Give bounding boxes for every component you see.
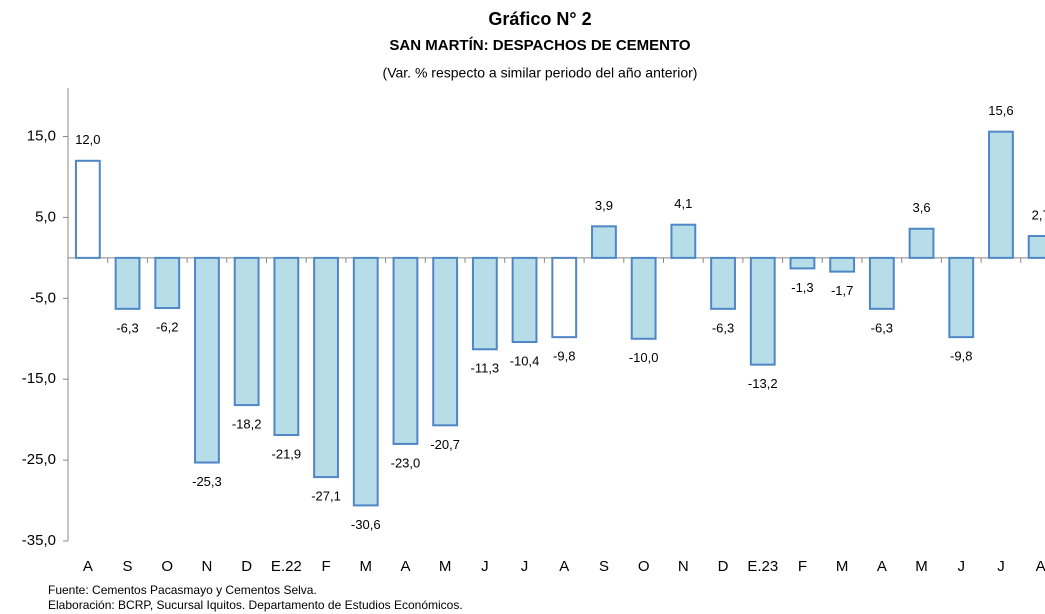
x-tick-label: S [123,558,133,575]
bar [432,256,459,427]
value-label: 4,1 [674,196,692,211]
value-label: -27,1 [311,489,341,504]
y-tick-label: -25,0 [22,451,56,468]
value-label: 3,6 [913,200,931,215]
chart-subtitle: SAN MARTÍN: DESPACHOS DE CEMENTO [389,37,690,54]
value-label: 15,6 [988,103,1013,118]
bar [948,256,975,339]
value-label: -1,7 [831,283,853,298]
bar [154,256,181,310]
value-label: -9,8 [553,349,575,364]
x-tick-label: E.22 [271,558,302,575]
bar [313,256,339,479]
value-label: -10,4 [510,353,540,368]
value-label: -13,2 [748,376,778,391]
x-tick-label: N [202,558,213,575]
bar [511,256,538,344]
bar [194,256,220,464]
x-tick-label: O [638,558,650,575]
y-tick-label: -15,0 [22,370,56,387]
y-tick-label: -5,0 [30,289,56,306]
bar [471,256,498,351]
value-label: -20,7 [430,437,460,452]
bar [352,256,379,507]
bar [551,256,578,339]
bar [1027,235,1045,259]
value-label: 3,9 [595,198,613,213]
chart-subtitle: (Var. % respecto a similar periodo del a… [383,65,698,81]
x-tick-label: J [997,558,1005,575]
chart-title: Gráfico N° 2 [488,9,591,29]
value-label: -9,8 [950,349,972,364]
bar [868,256,895,310]
bar [114,256,141,310]
x-tick-label: A [400,558,410,575]
x-tick-label: S [599,558,609,575]
x-tick-label: O [161,558,173,575]
bar [670,223,697,259]
bar [829,256,856,273]
x-tick-label: M [360,558,373,575]
x-tick-label: F [798,558,807,575]
bar [233,256,260,407]
bar [630,256,657,340]
value-label: -6,3 [871,320,893,335]
x-tick-label: J [521,558,529,575]
x-tick-label: J [958,558,966,575]
bar [749,256,776,366]
value-label: -6,3 [712,320,734,335]
x-tick-label: M [915,558,928,575]
x-tick-label: E.23 [747,558,778,575]
value-label: -11,3 [471,361,500,376]
source-note: Elaboración: BCRP, Sucursal Iquitos. Dep… [48,598,463,612]
x-tick-label: M [439,558,452,575]
x-tick-label: D [241,558,252,575]
x-tick-label: A [83,558,93,575]
bar [392,256,419,445]
value-label: -6,2 [156,319,178,334]
bar [988,130,1014,259]
x-tick-label: A [877,558,887,575]
y-tick-label: 15,0 [27,128,56,145]
bar [789,256,816,270]
bar [74,159,101,259]
x-tick-label: A [1036,558,1045,575]
x-tick-label: M [836,558,849,575]
bar [908,227,935,259]
value-label: -21,9 [272,446,302,461]
x-tick-label: D [718,558,729,575]
value-label: -1,3 [791,280,813,295]
bar [591,225,617,259]
x-tick-label: N [678,558,689,575]
value-label: -10,0 [629,350,659,365]
bar [710,256,736,310]
x-tick-label: J [481,558,489,575]
value-label: -23,0 [391,455,421,470]
y-tick-label: -35,0 [22,532,56,549]
x-tick-label: F [321,558,330,575]
value-label: 12,0 [75,132,100,147]
value-label: -25,3 [192,474,222,489]
y-tick-label: 5,0 [35,208,56,225]
value-label: -6,3 [116,320,138,335]
bar [273,256,300,437]
value-label: -18,2 [232,417,262,432]
x-tick-label: A [559,558,569,575]
value-label: 2,7 [1032,207,1045,222]
value-label: -30,6 [351,517,381,532]
source-note: Fuente: Cementos Pacasmayo y Cementos Se… [48,583,317,597]
